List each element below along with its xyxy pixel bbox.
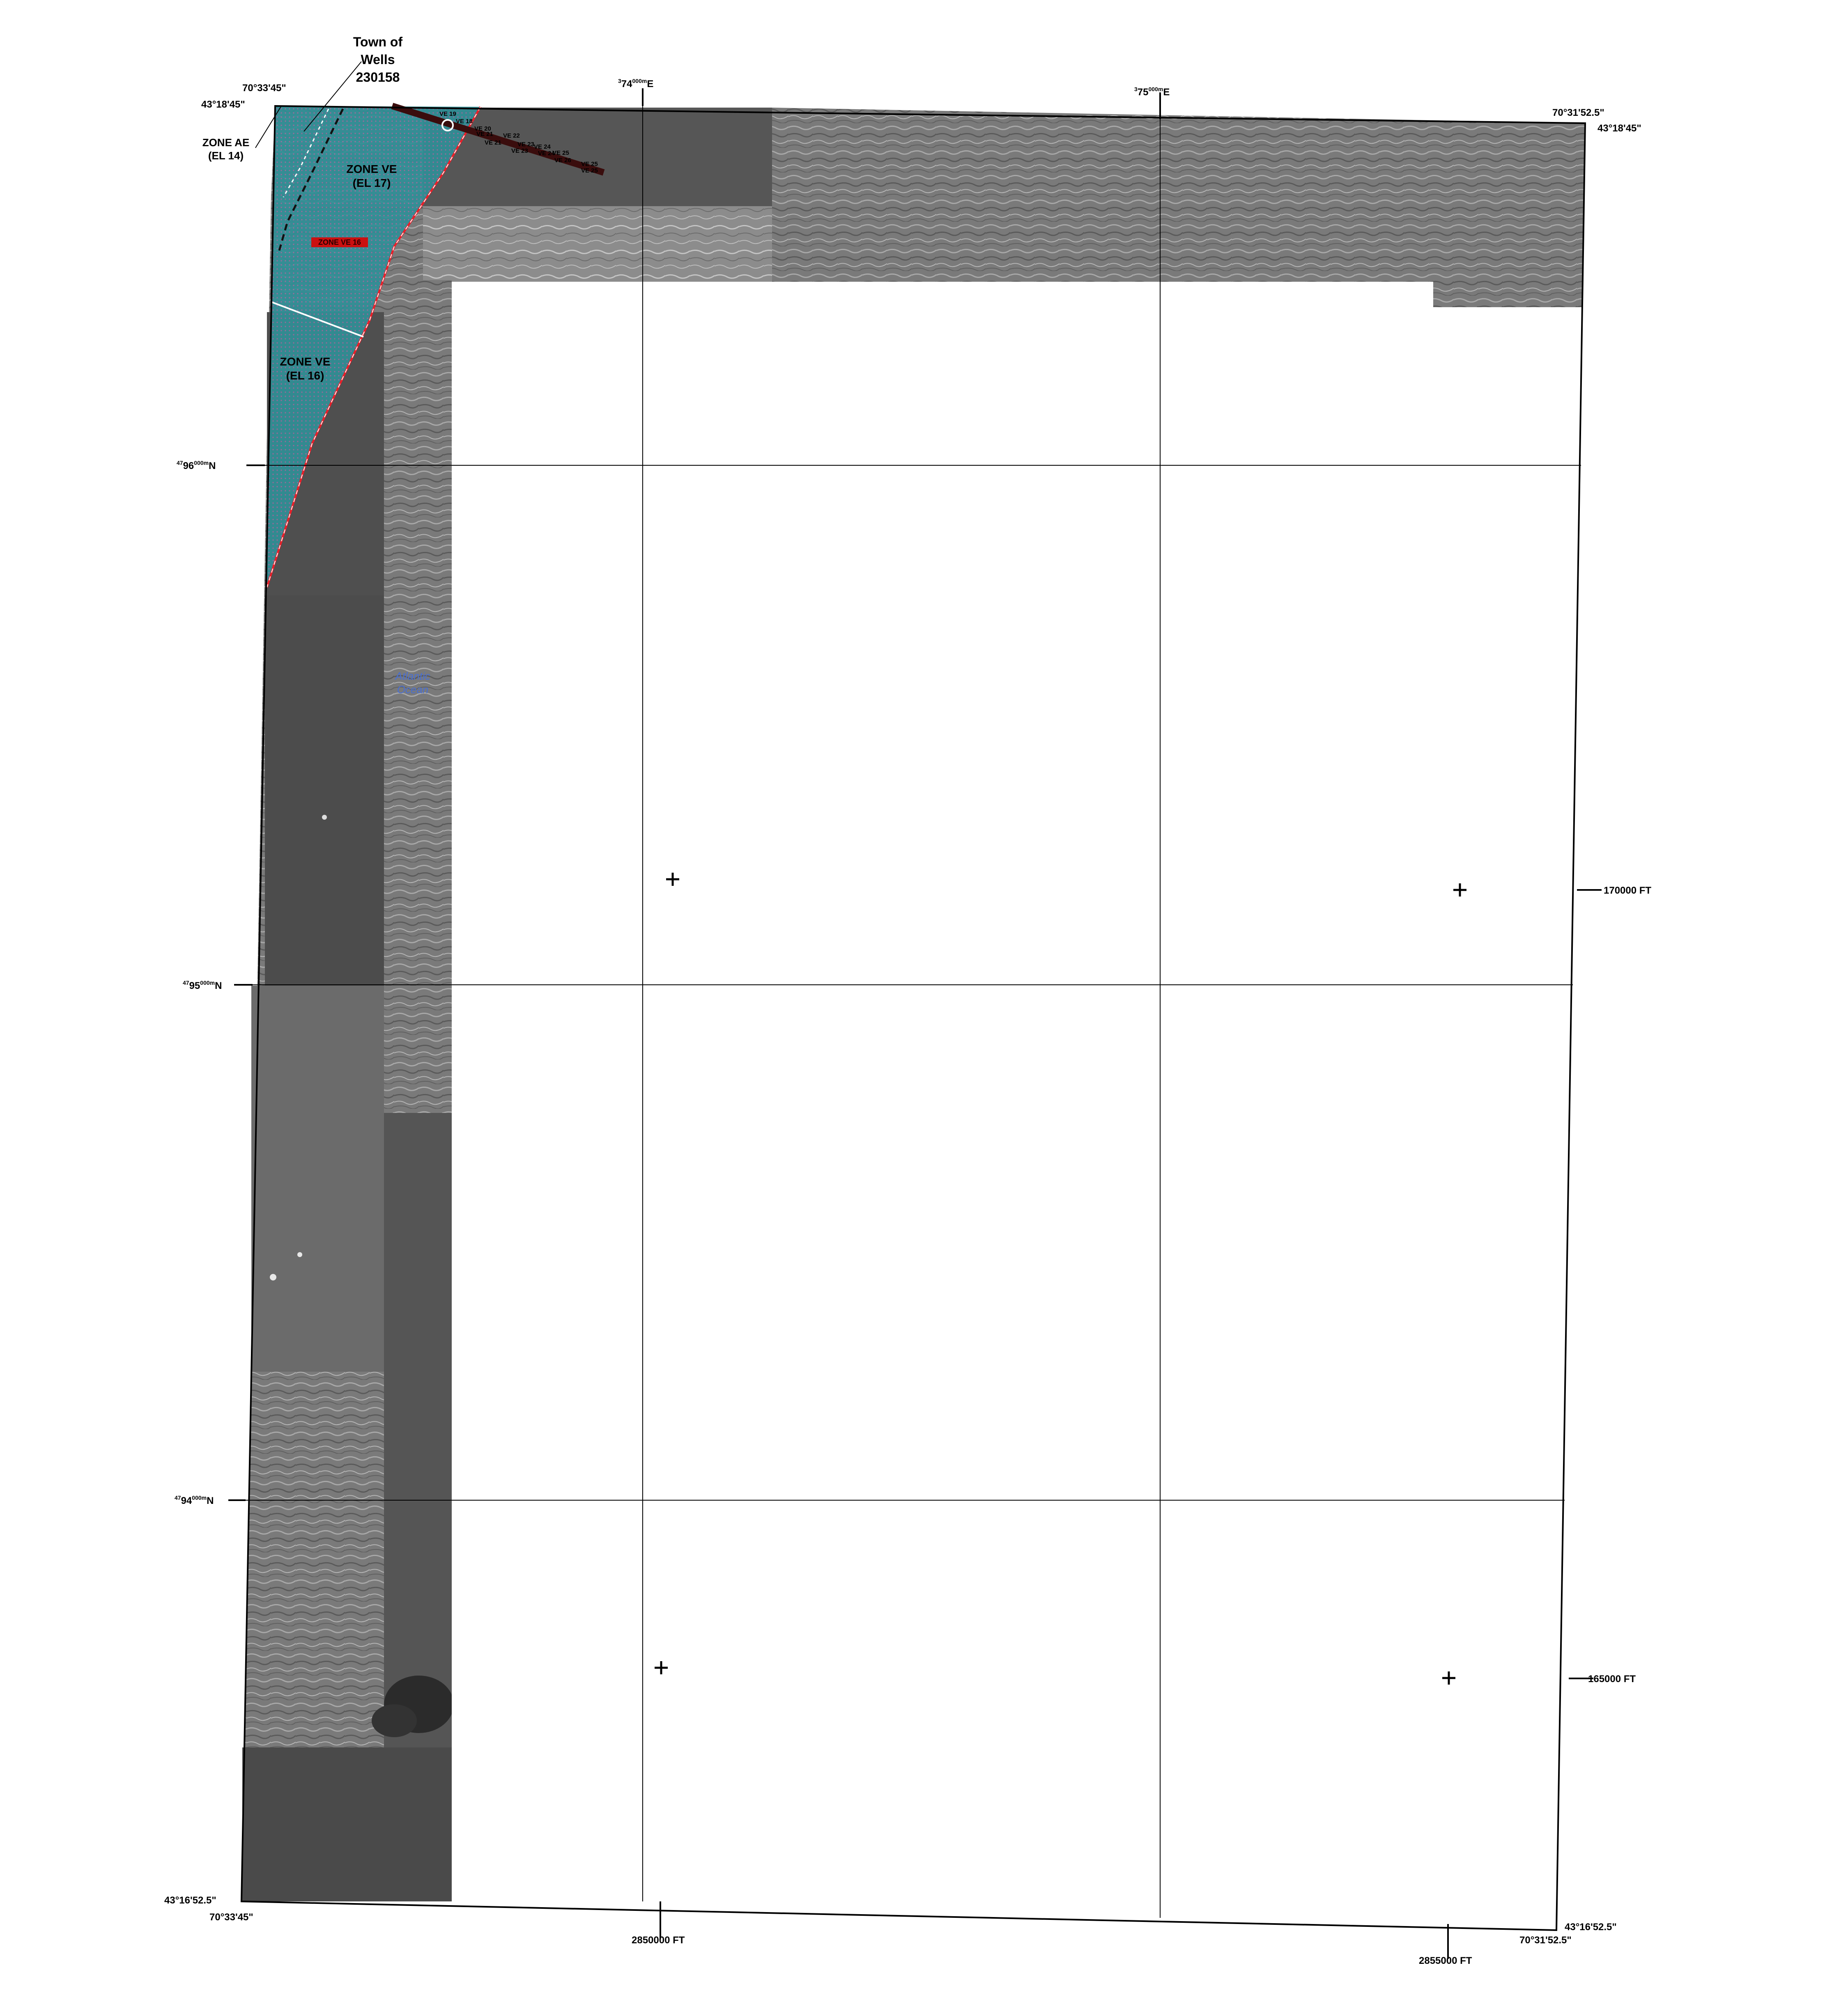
utm-easting-label: 375000mE xyxy=(1134,86,1170,98)
zone-ae-leader-line xyxy=(255,106,282,148)
state-plane-northing-label: 165000 FT xyxy=(1588,1673,1636,1685)
transect-label: VE 19 xyxy=(439,110,456,117)
flood-zone-area xyxy=(266,106,482,588)
corner-tr-lon: 70°31'52.5" xyxy=(1552,107,1604,118)
blank-area xyxy=(452,282,1582,1930)
transect-label: VE 24 xyxy=(534,143,551,150)
transect-label: VE 20 xyxy=(474,125,491,132)
state-plane-northing-label: 170000 FT xyxy=(1604,885,1651,896)
transect-label: VE 25 xyxy=(552,149,569,156)
utm-easting-label: 374000mE xyxy=(618,78,653,90)
utm-northing-label: 4795000mN xyxy=(183,979,222,991)
plus-marks xyxy=(655,873,1466,1685)
utm-northing-label: 4796000mN xyxy=(177,460,216,471)
corner-tl-lon: 70°33'45" xyxy=(242,83,286,94)
transect-labels: VE 19 VE 18 VE 20 VE 21 VE 22 VE 21 VE 2… xyxy=(439,110,598,174)
transect-label: VE 18 xyxy=(456,118,473,125)
corner-br-lat: 43°16'52.5" xyxy=(1565,1922,1617,1933)
corner-tl-lat: 43°18'45" xyxy=(201,99,245,110)
transect-label: VE 23 xyxy=(517,141,534,148)
corner-tr-lat: 43°18'45" xyxy=(1597,123,1641,134)
zone-ve16-label: ZONE VE (EL 16) xyxy=(280,355,331,382)
utm-grid xyxy=(246,102,1581,1918)
transect-label: VE 21 xyxy=(485,139,501,146)
water-body-label: Atlantic Ocean xyxy=(394,670,430,696)
transect-label: VE 25 xyxy=(581,167,598,174)
transect-label: VE 23 xyxy=(511,147,528,154)
transect-label: VE 25 xyxy=(581,161,598,168)
zone-ve17-label: ZONE VE (EL 17) xyxy=(347,163,397,189)
state-plane-easting-label: 2850000 FT xyxy=(632,1935,685,1946)
transect-label: VE 24 xyxy=(538,150,555,157)
transect-label: VE 26 xyxy=(554,157,571,164)
corner-br-lon: 70°31'52.5" xyxy=(1519,1935,1572,1946)
zone-ae-label: ZONE AE (EL 14) xyxy=(202,136,250,162)
community-leader-line xyxy=(303,61,362,132)
corner-bl-lon: 70°33'45" xyxy=(209,1912,253,1923)
corner-bl-lat: 43°16'52.5" xyxy=(164,1895,216,1906)
transect-label: VE 22 xyxy=(503,132,520,139)
map-neatline xyxy=(240,105,1586,1931)
zone-ve16-red-label: ZONE VE 16 xyxy=(318,238,361,246)
transect-label: VE 21 xyxy=(476,131,493,138)
utm-northing-label: 4794000mN xyxy=(175,1494,214,1506)
zone-ve16-red-box xyxy=(311,237,368,247)
state-plane-easting-label: 2855000 FT xyxy=(1419,1955,1472,1966)
tick-marks xyxy=(228,88,1602,1959)
transect-line xyxy=(391,103,605,176)
community-name: Town of Wells 230158 xyxy=(353,34,403,85)
